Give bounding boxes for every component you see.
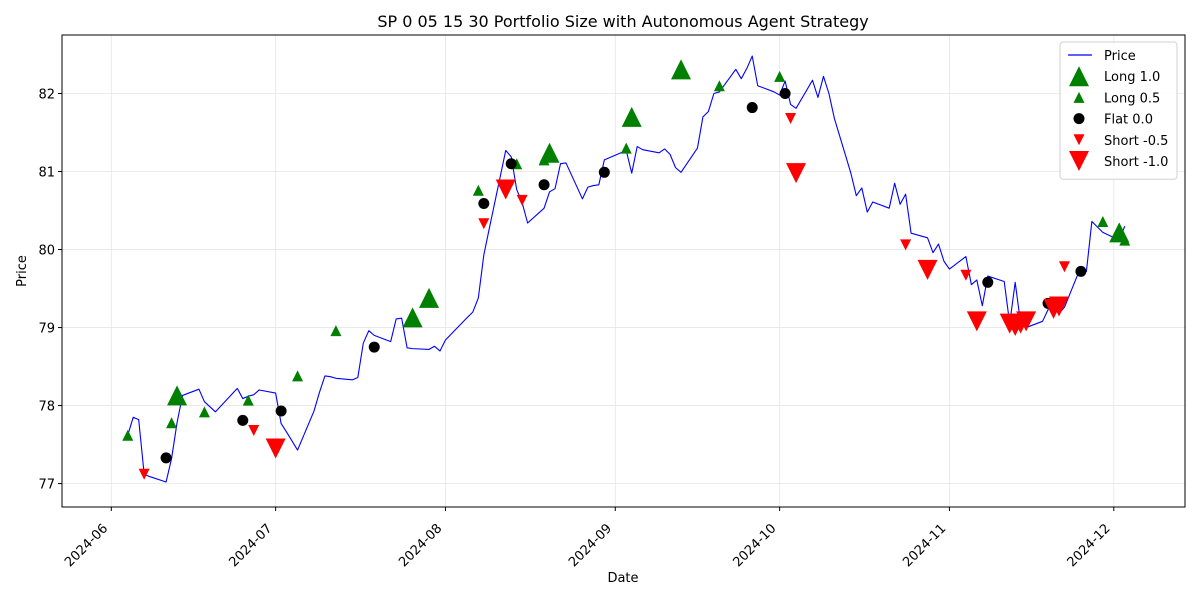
- marker-short-1-0: [1016, 311, 1037, 332]
- marker-short-0-5: [1058, 261, 1070, 273]
- chart-title: SP 0 05 15 30 Portfolio Size with Autono…: [377, 12, 868, 31]
- price-line: [127, 55, 1126, 483]
- legend-label: Long 1.0: [1104, 70, 1160, 85]
- marker-long-1-0: [402, 307, 423, 328]
- marker-flat-0-0: [275, 405, 287, 417]
- marker-long-0-5: [330, 325, 342, 337]
- marker-short-0-5: [138, 468, 150, 480]
- marker-long-0-5: [292, 370, 304, 382]
- marker-flat-0-0: [746, 102, 758, 114]
- y-tick-label: 79: [38, 322, 55, 337]
- legend-swatch: [1073, 113, 1085, 125]
- marker-flat-0-0: [779, 88, 791, 100]
- marker-long-0-5: [774, 70, 786, 82]
- y-axis-title: Price: [15, 255, 30, 287]
- marker-flat-0-0: [598, 166, 610, 178]
- legend-label: Short -0.5: [1104, 134, 1168, 149]
- marker-short-1-0: [917, 259, 938, 280]
- marker-long-0-5: [538, 154, 550, 166]
- legend-swatch: [1073, 134, 1085, 146]
- marker-short-0-5: [960, 269, 972, 281]
- marker-long-0-5: [1119, 234, 1131, 246]
- marker-long-1-0: [167, 385, 188, 406]
- marker-long-0-5: [198, 406, 210, 418]
- marker-short-0-5: [900, 239, 912, 251]
- marker-long-0-5: [166, 417, 178, 429]
- x-axis-title: Date: [607, 571, 638, 586]
- legend-box: [1059, 41, 1178, 180]
- marker-short-0-5: [785, 112, 797, 124]
- legend-label: Price: [1104, 49, 1136, 64]
- marker-long-0-5: [472, 184, 484, 196]
- marker-short-1-0: [265, 438, 286, 459]
- legend-swatch: [1073, 91, 1085, 103]
- legend: Price Long 1.0 Long 0.5 Flat 0.0 Short -0.5 S…: [1059, 41, 1178, 180]
- marker-long-0-5: [713, 80, 725, 92]
- marker-long-0-5: [1097, 215, 1109, 227]
- y-axis: 77 78 79 80 81 82: [38, 88, 62, 493]
- y-tick-label: 80: [38, 244, 55, 259]
- y-tick-label: 78: [38, 400, 55, 415]
- legend-swatch: [1069, 151, 1089, 171]
- y-tick-label: 82: [38, 88, 55, 103]
- marker-short-1-0: [495, 179, 516, 200]
- marker-short-1-0: [786, 163, 807, 184]
- legend-label: Short -1.0: [1104, 155, 1168, 170]
- plot-frame: [61, 34, 1186, 508]
- marker-long-1-0: [671, 59, 692, 80]
- marker-flat-0-0: [160, 452, 172, 464]
- marker-long-1-0: [621, 106, 642, 127]
- grid: [62, 35, 1185, 507]
- marker-long-0-5: [620, 142, 632, 154]
- marker-short-0-5: [248, 425, 260, 437]
- legend-label: Long 0.5: [1104, 91, 1160, 106]
- marker-long-0-5: [242, 394, 254, 406]
- marker-flat-0-0: [478, 198, 490, 210]
- legend-swatch: [1069, 66, 1089, 87]
- marker-flat-0-0: [1075, 265, 1087, 277]
- plot-area: [127, 55, 1126, 483]
- marker-short-1-0: [1049, 296, 1070, 317]
- marker-short-0-5: [516, 194, 528, 206]
- marker-flat-0-0: [368, 341, 380, 353]
- marker-flat-0-0: [237, 414, 249, 426]
- y-tick-label: 81: [38, 166, 55, 181]
- marker-flat-0-0: [538, 179, 550, 191]
- y-tick-label: 77: [38, 478, 55, 493]
- marker-long-0-5: [122, 429, 134, 441]
- legend-label: Flat 0.0: [1104, 113, 1153, 128]
- marker-short-0-5: [478, 218, 490, 230]
- marker-flat-0-0: [982, 276, 994, 288]
- marker-short-1-0: [966, 311, 987, 332]
- markers: [122, 59, 1131, 480]
- marker-long-1-0: [419, 287, 440, 308]
- marker-flat-0-0: [505, 158, 517, 170]
